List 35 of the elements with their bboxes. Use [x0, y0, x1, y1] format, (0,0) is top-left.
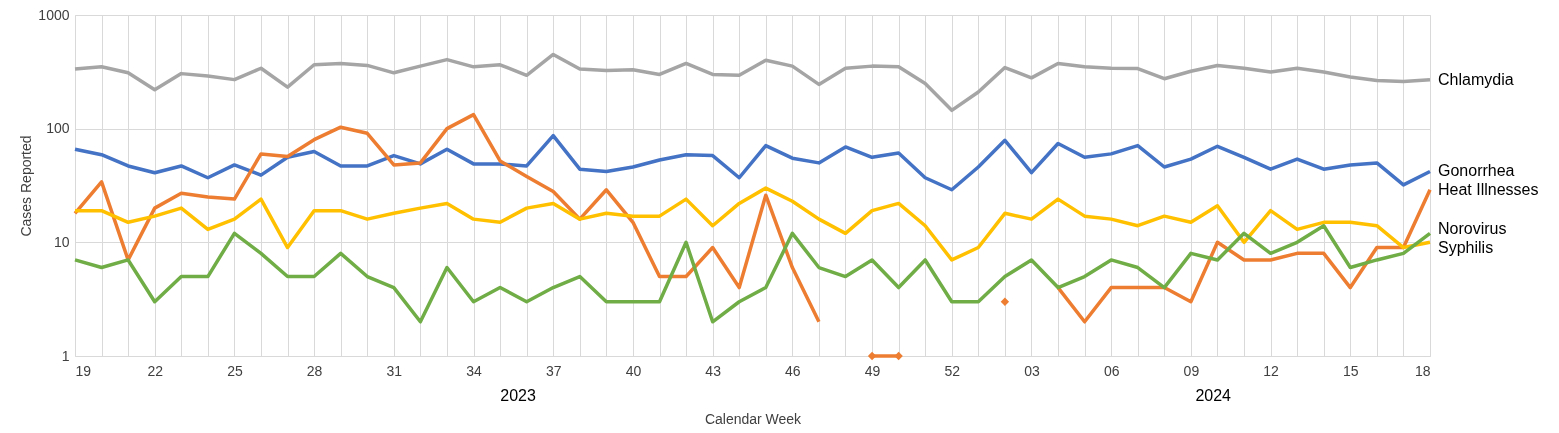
series-label: Gonorrhea: [1438, 162, 1515, 180]
x-tick-label: 06: [1103, 362, 1120, 379]
x-tick-label: 49: [864, 362, 881, 379]
x-tick-label: 15: [1343, 362, 1359, 379]
x-tick-label: 22: [147, 362, 164, 379]
x-tick-label: 43: [705, 362, 722, 379]
line-series: [73, 186, 1432, 262]
x-tick-label: 34: [466, 362, 483, 379]
y-tick-label: 100: [46, 120, 70, 137]
x-tick-label: 18: [1414, 362, 1431, 379]
x-tick-label: 31: [386, 362, 403, 379]
x-tick-label: 03: [1024, 362, 1040, 379]
series-label: Chlamydia: [1438, 70, 1514, 88]
text: 2024: [1195, 387, 1232, 404]
y-axis-title: Cases Reported: [18, 135, 35, 237]
series-label: Norovirus: [1438, 220, 1507, 238]
y-tick-label: 1: [61, 347, 70, 364]
x-tick-label: 46: [785, 362, 801, 379]
line-series: [73, 223, 1432, 324]
x-tick-label: 40: [625, 362, 642, 379]
series-label: Heat Illnesses: [1438, 180, 1539, 198]
x-tick-label: 19: [75, 362, 92, 379]
line-series: [73, 133, 1432, 192]
x-tick-label: 12: [1263, 362, 1280, 379]
y-tick-label: 1000: [38, 6, 70, 23]
x-axis-title: Calendar Week: [704, 410, 803, 427]
x-tick-label: 52: [944, 362, 961, 379]
x-tick-label: 28: [306, 362, 323, 379]
x-tick-label: 37: [545, 362, 562, 379]
y-tick-label: 10: [53, 233, 70, 250]
x-tick-label: 09: [1183, 362, 1200, 379]
series-label: Syphilis: [1438, 239, 1494, 257]
x-tick-label: 25: [227, 362, 243, 379]
line-series: [73, 52, 1432, 113]
text: 2023: [500, 387, 536, 404]
